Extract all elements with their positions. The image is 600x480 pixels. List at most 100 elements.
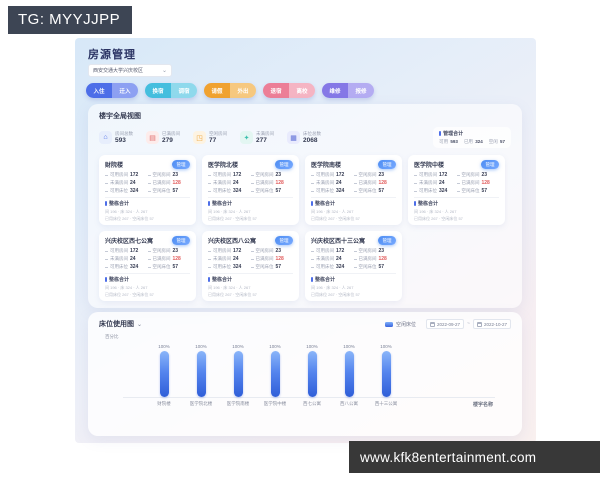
building-stat-label: 可用房间: [110, 248, 128, 253]
tick-icon: [208, 250, 211, 252]
action-pill-left[interactable]: 维修: [322, 83, 348, 98]
building-stat: 空闲房间 23: [250, 172, 294, 178]
campus-select-value: 西安交通大学兴庆校区: [93, 68, 144, 74]
building-stat: 已满房间 128: [147, 180, 191, 186]
building-stat: 可用房间 172: [208, 172, 251, 178]
action-pill[interactable]: 维修 报修: [322, 83, 374, 98]
building-stat-value: 23: [275, 248, 282, 254]
action-pill-left[interactable]: 换宿: [145, 83, 171, 98]
building-stat-value: 128: [172, 180, 181, 186]
building-stat-value: 324: [233, 264, 242, 270]
bar[interactable]: [270, 351, 280, 397]
stat-value: 593: [115, 137, 126, 144]
building-stat-label: 未满房间: [419, 180, 437, 185]
building-stat: 空闲床位 57: [250, 264, 294, 270]
manage-button[interactable]: 管理: [172, 160, 190, 169]
action-pill-left[interactable]: 请假: [204, 83, 230, 98]
building-totals-line1: 间 196 · 床 324 · 人 267: [414, 208, 457, 214]
building-card: 医学院北楼 管理 可用房间 172 空闲房间 23 未满房间 24 已满房间 1…: [202, 155, 299, 225]
bar-value-label: 100%: [269, 344, 281, 349]
tick-icon: [456, 190, 460, 192]
action-pill[interactable]: 退宿 离校: [263, 83, 315, 98]
summary-item: 已用 324: [464, 139, 483, 145]
bar[interactable]: [196, 351, 206, 397]
building-stat-value: 128: [275, 180, 284, 186]
building-stat-label: 可用床位: [316, 264, 334, 269]
campus-select[interactable]: 西安交通大学兴庆校区 ⌄: [88, 64, 172, 77]
bar-group: 100% 西十三公寓: [369, 344, 403, 406]
building-stat-value: 57: [275, 188, 282, 194]
watermark-website: www.kfk8entertainment.com: [349, 441, 600, 473]
date-to-field[interactable]: 2022-10-27: [472, 319, 511, 329]
bar-category-label: 西十三公寓: [374, 401, 398, 406]
building-stat: 空闲房间 23: [353, 248, 397, 254]
bar[interactable]: [307, 351, 317, 397]
tick-icon: [147, 182, 151, 184]
chart-legend: 空闲床位: [385, 321, 416, 328]
building-name: 医学院中楼: [414, 163, 445, 169]
stat-label: 已满房间: [162, 131, 180, 136]
manage-button[interactable]: 管理: [481, 160, 499, 169]
bar[interactable]: [159, 351, 169, 397]
tick-icon: [147, 266, 151, 268]
building-stat-value: 324: [233, 188, 242, 194]
tick-icon: [105, 250, 108, 252]
action-pill-left[interactable]: 退宿: [263, 83, 289, 98]
manage-button[interactable]: 管理: [275, 236, 293, 245]
summary-item-label: 可用: [439, 139, 450, 144]
action-pill-right[interactable]: 离校: [289, 83, 315, 98]
x-axis-label: 楼宇名称: [472, 402, 493, 408]
building-stats: 可用房间 172 空闲房间 23 未满房间 24 已满房间 128 可用床位 3…: [208, 248, 293, 270]
building-icon: ⌂: [99, 131, 112, 144]
building-stat: 已满房间 128: [456, 180, 500, 186]
manage-button[interactable]: 管理: [275, 160, 293, 169]
building-stat-value: 23: [378, 172, 385, 178]
building-stat-value: 172: [233, 248, 242, 254]
action-pill-right[interactable]: 调宿: [171, 83, 197, 98]
manage-button[interactable]: 管理: [378, 236, 396, 245]
action-pill-right[interactable]: 报修: [348, 83, 374, 98]
building-stat-value: 324: [336, 188, 345, 194]
tick-icon: [311, 182, 314, 184]
building-stat-label: 空闲床位: [152, 188, 171, 193]
bar[interactable]: [233, 351, 243, 397]
page-title: 房源管理: [88, 49, 136, 61]
chart-dropdown-chevron-icon[interactable]: ⌄: [137, 321, 143, 328]
action-pill-left[interactable]: 入住: [86, 83, 112, 98]
manage-button[interactable]: 管理: [378, 160, 396, 169]
bar[interactable]: [381, 351, 391, 397]
tick-icon: [250, 182, 254, 184]
action-pill[interactable]: 入住 迁入: [86, 83, 138, 98]
building-stat-value: 172: [439, 172, 448, 178]
building-stat-value: 24: [439, 180, 445, 186]
bar[interactable]: [344, 351, 354, 397]
building-stat-label: 可用房间: [213, 248, 231, 253]
action-pill[interactable]: 请假 外出: [204, 83, 256, 98]
building-stat-value: 23: [481, 172, 488, 178]
building-stat: 空闲房间 23: [147, 172, 191, 178]
building-stat: 空闲房间 23: [250, 248, 294, 254]
summary-item-label: 已用: [463, 139, 475, 144]
building-stats: 可用房间 172 空闲房间 23 未满房间 24 已满房间 128 可用床位 3…: [311, 248, 396, 270]
tick-icon: [311, 258, 314, 260]
building-stat-label: 空闲床位: [152, 264, 171, 269]
tick-icon: [311, 190, 314, 192]
manage-button[interactable]: 管理: [172, 236, 190, 245]
building-stat: 可用房间 172: [105, 248, 148, 254]
building-stat-value: 324: [130, 264, 139, 270]
summary-item-value: 593: [450, 139, 458, 144]
date-from-field[interactable]: 2022-09-27: [426, 319, 465, 329]
x-axis-baseline: [123, 397, 495, 398]
action-pill-right[interactable]: 迁入: [112, 83, 138, 98]
building-stat-value: 24: [233, 180, 239, 186]
action-pill[interactable]: 换宿 调宿: [145, 83, 197, 98]
building-stat-value: 172: [336, 172, 345, 178]
building-stat: 可用床位 324: [311, 188, 354, 194]
building-stat-label: 空闲房间: [358, 172, 377, 177]
building-stat: 已满房间 128: [250, 256, 294, 262]
building-name: 兴庆校区西七公寓: [105, 239, 154, 245]
beds-icon: ▦: [287, 131, 300, 144]
action-pill-right[interactable]: 外出: [230, 83, 256, 98]
bar-value-label: 100%: [306, 344, 318, 349]
bar-value-label: 100%: [158, 344, 170, 349]
